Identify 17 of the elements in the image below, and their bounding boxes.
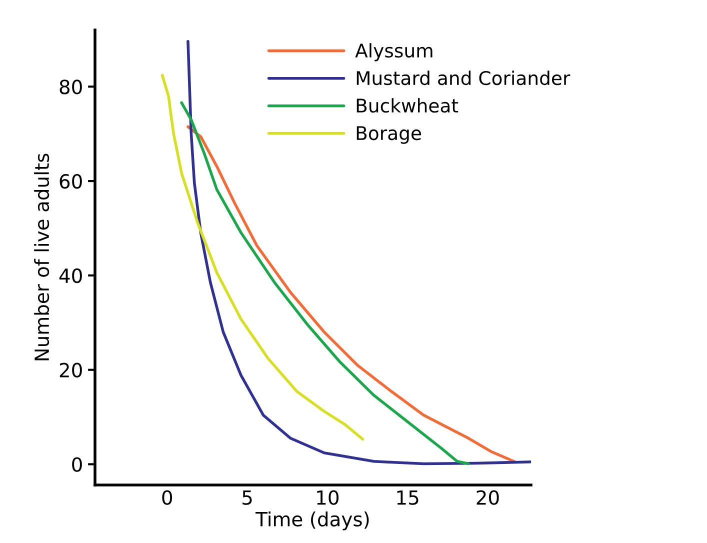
y-tick-label: 0: [72, 457, 82, 472]
x-tick-label: 10: [317, 490, 339, 505]
y-tick-label: 40: [59, 268, 82, 284]
x-tick-label: 15: [397, 490, 418, 505]
x-axis-title: Time (days): [256, 511, 369, 530]
x-tick-label: 0: [162, 490, 172, 505]
y-axis-title: Number of live adults: [34, 154, 50, 360]
legend-label: Alyssum: [355, 43, 432, 62]
y-tick-label: 80: [60, 80, 82, 94]
y-tick-label: 20: [60, 362, 82, 378]
x-tick-label: 5: [242, 490, 252, 505]
line-series: [186, 125, 516, 464]
legend-label: Mustard and Coriander: [356, 70, 570, 86]
legend-label: Buckwheat: [356, 98, 458, 113]
legend-label: Borage: [356, 126, 422, 144]
x-tick-label: 20: [476, 490, 499, 505]
y-tick-label: 60: [60, 174, 82, 189]
